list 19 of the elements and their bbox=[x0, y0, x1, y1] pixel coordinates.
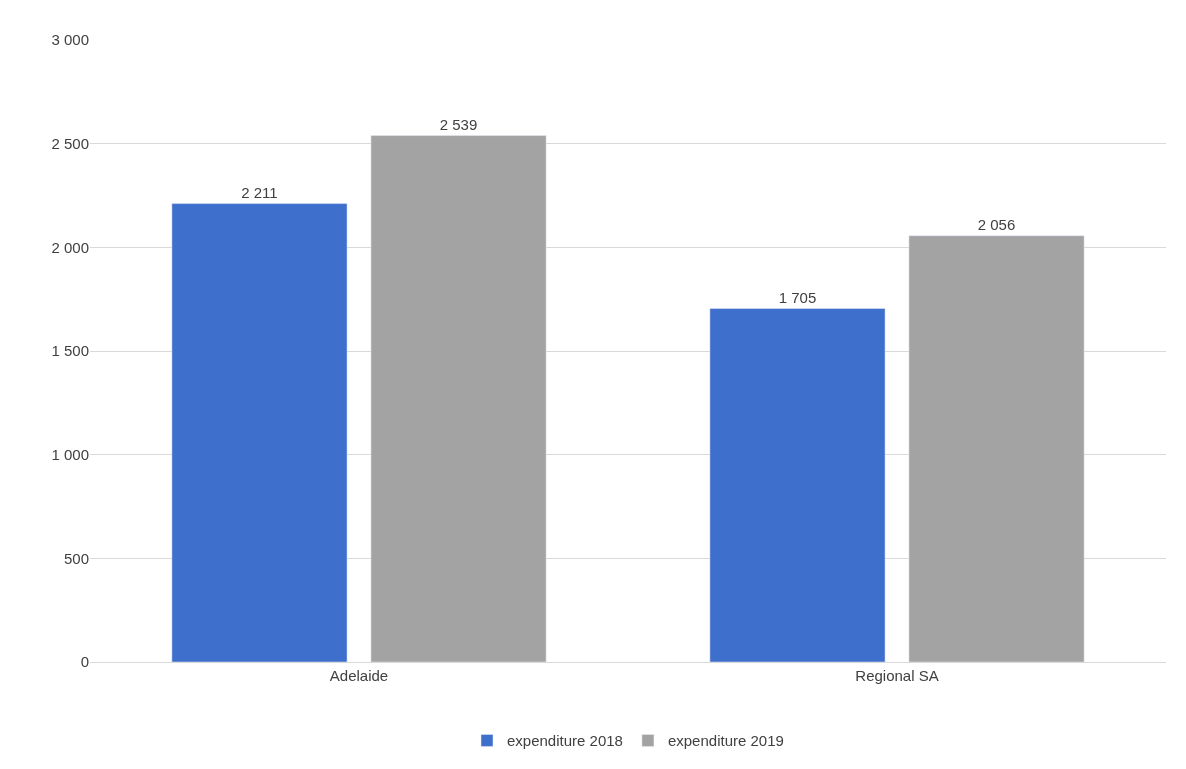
y-tick-label: 2 000 bbox=[51, 238, 89, 256]
bar bbox=[171, 203, 348, 662]
x-tick-label: Regional SA bbox=[855, 667, 939, 684]
y-tick-label: 2 500 bbox=[51, 134, 89, 152]
y-tick-label: 1 000 bbox=[51, 445, 89, 463]
legend-label: expenditure 2019 bbox=[667, 732, 784, 750]
bar bbox=[908, 235, 1085, 662]
legend-label: expenditure 2018 bbox=[507, 732, 623, 750]
data-label: 2 056 bbox=[977, 215, 1016, 233]
y-tick-label: 1 500 bbox=[51, 342, 89, 360]
bar bbox=[709, 308, 886, 662]
y-tick-label: 3 000 bbox=[51, 31, 89, 49]
data-label: 2 539 bbox=[439, 115, 478, 133]
y-tick-label: 0 bbox=[80, 653, 89, 671]
data-label: 1 705 bbox=[778, 288, 817, 306]
x-tick-label: Adelaide bbox=[329, 667, 389, 684]
bar bbox=[370, 135, 547, 662]
y-tick-label: 500 bbox=[63, 549, 89, 567]
data-label: 2 211 bbox=[241, 183, 278, 201]
